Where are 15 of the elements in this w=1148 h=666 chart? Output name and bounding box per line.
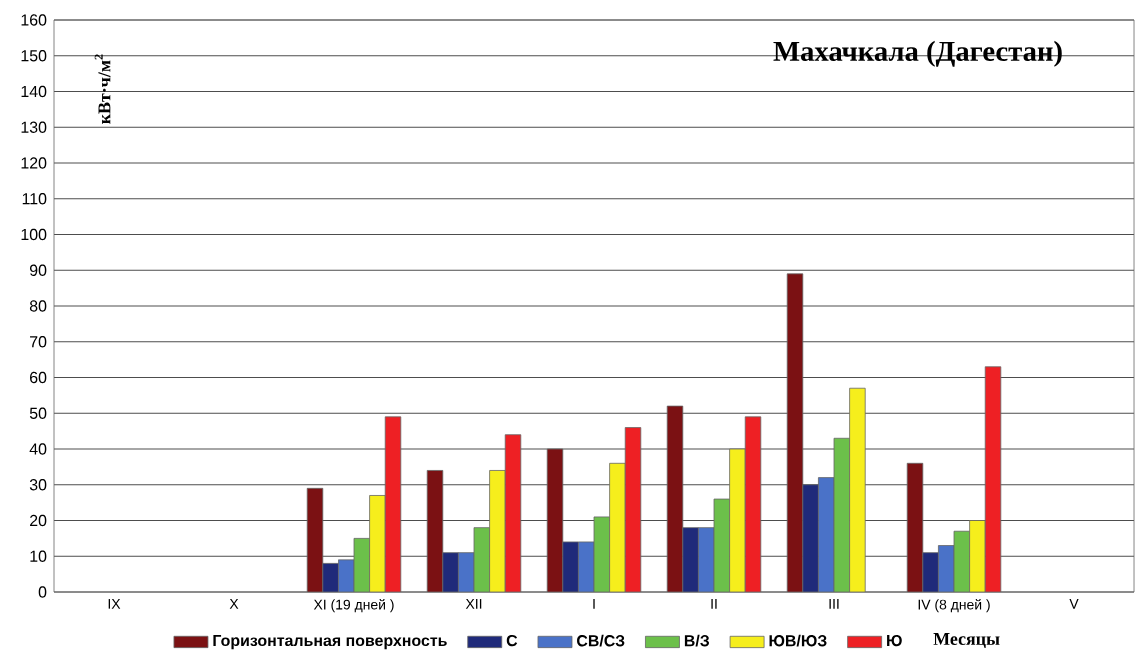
bar <box>562 541 579 592</box>
bar <box>369 495 386 592</box>
bar <box>322 563 339 592</box>
bar <box>922 552 939 592</box>
bar <box>489 470 506 592</box>
bar <box>442 552 459 592</box>
y-axis-title: кВт·ч/м$^{2}$ <box>94 54 111 124</box>
bar <box>609 462 626 592</box>
bar <box>682 527 699 592</box>
bar <box>802 484 819 592</box>
bar <box>729 448 746 592</box>
bar <box>849 387 866 592</box>
text: Махачкала (Дагестан) <box>773 40 1062 67</box>
bar <box>969 520 986 592</box>
x-axis-title: Месяцы <box>933 633 1000 648</box>
